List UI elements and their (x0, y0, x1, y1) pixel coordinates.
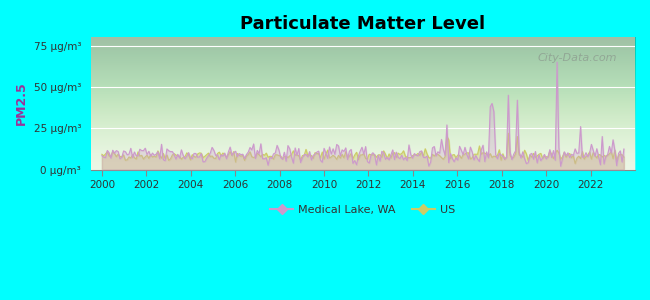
Y-axis label: PM2.5: PM2.5 (15, 82, 28, 125)
Text: City-Data.com: City-Data.com (537, 53, 617, 63)
Title: Particulate Matter Level: Particulate Matter Level (240, 15, 486, 33)
Legend: Medical Lake, WA, US: Medical Lake, WA, US (266, 201, 460, 220)
